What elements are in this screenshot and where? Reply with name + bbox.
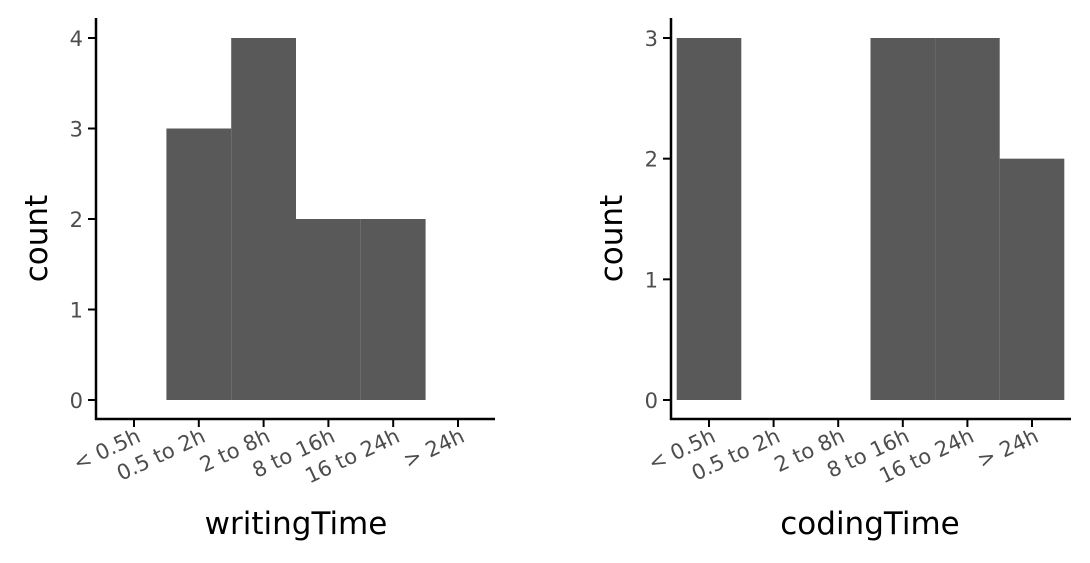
- bar-writingTime-4: [360, 219, 426, 400]
- y-tick-label: 1: [70, 299, 83, 323]
- x-axis-title: writingTime: [205, 506, 388, 542]
- bar-writingTime-2: [231, 38, 296, 400]
- y-tick-label: 0: [645, 389, 658, 413]
- y-axis-title: count: [594, 195, 630, 282]
- y-tick-label: 3: [70, 118, 83, 142]
- y-tick-label: 2: [70, 208, 83, 232]
- bar-codingTime-0: [676, 38, 742, 400]
- bar-writingTime-3: [296, 219, 361, 400]
- bar-codingTime-3: [870, 38, 936, 400]
- y-tick-label: 3: [645, 27, 658, 51]
- bar-codingTime-5: [999, 158, 1065, 400]
- y-tick-label: 2: [645, 148, 658, 172]
- x-tick-label: > 24h: [974, 424, 1042, 473]
- y-axis-title: count: [19, 195, 55, 282]
- y-tick-label: 1: [645, 268, 658, 292]
- y-tick-label: 4: [70, 27, 83, 51]
- y-tick-label: 0: [70, 389, 83, 413]
- x-axis-title: codingTime: [780, 506, 960, 542]
- bar-codingTime-4: [935, 38, 1000, 400]
- bar-writingTime-1: [166, 128, 232, 400]
- x-tick-label: > 24h: [400, 424, 468, 473]
